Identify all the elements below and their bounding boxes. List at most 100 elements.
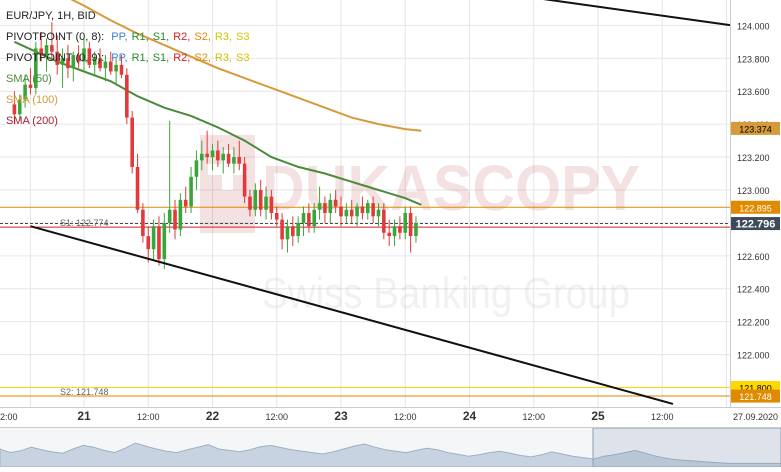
candle-body [382, 209, 386, 233]
candle [296, 216, 300, 243]
candle-body [307, 213, 311, 227]
candle-body [44, 45, 49, 56]
candle-body [323, 203, 327, 214]
candle-body [34, 48, 38, 88]
x-tick-label: 12:00 [522, 412, 545, 422]
candle [60, 48, 65, 88]
candle-body [39, 48, 43, 56]
legend-pivot-level: PP, [111, 52, 128, 64]
candle-body [23, 84, 27, 100]
price-badge-label: 122.895 [739, 203, 772, 213]
candle [173, 199, 177, 240]
candle [403, 206, 408, 240]
candle-body [371, 203, 375, 217]
candle [226, 143, 231, 167]
legend-pivot-1: PIVOTPOINT (0, 8): PP, R1, S1, R2, S2, R3, S3 [6, 27, 249, 48]
candle-body [232, 157, 236, 164]
y-tick-label: 123.600 [737, 87, 770, 97]
grid [0, 0, 730, 407]
y-tick-label: 122.400 [737, 285, 770, 295]
candle [199, 140, 204, 171]
price-badge-label: 121.748 [739, 392, 772, 402]
legend-pivot-level: R3, [214, 31, 232, 43]
y-tick-label: 122.200 [737, 318, 770, 328]
legend-pivot-level: S3 [236, 52, 250, 64]
y-tick-label: 122.600 [737, 252, 770, 262]
candle [34, 41, 38, 95]
candle-body [167, 209, 172, 223]
candle [205, 130, 209, 164]
candle-body [71, 55, 76, 69]
price-badge-label: 121.800 [739, 384, 772, 394]
legend-pivot-2-levels: PP, R1, S1, R2, S2, R3, S3 [107, 52, 249, 64]
candle [44, 38, 49, 72]
legend-pivot-1-label: PIVOTPOINT (0, 8): [6, 31, 105, 43]
legend-sma-100: SMA (100) [6, 94, 58, 106]
legend-sma-200: SMA (200) [6, 115, 58, 127]
candle [274, 206, 279, 227]
candle-body [403, 213, 408, 233]
candle-body [141, 209, 145, 237]
candle-body [376, 209, 381, 217]
level-lines [0, 206, 730, 397]
candle [189, 166, 193, 214]
x-tick-label: 12:00 [265, 412, 288, 422]
candle [344, 203, 349, 223]
candle [232, 147, 236, 174]
legend-pivot-level: R2, [173, 52, 191, 64]
candle [382, 203, 386, 240]
candle [119, 55, 124, 79]
candle-body [248, 196, 252, 210]
candle-body [301, 213, 306, 223]
candle-body [274, 213, 279, 220]
price-badge: 121.748 [731, 389, 780, 403]
candle-body [98, 58, 102, 69]
candle-body [17, 99, 22, 115]
candle [87, 41, 92, 69]
candle-body [242, 163, 247, 197]
legend-pivot-level: S3 [236, 31, 250, 43]
level-label-s1: S1: 122.774 [60, 218, 109, 228]
candle [339, 196, 343, 227]
y-tick-label: 123.800 [737, 54, 770, 64]
candle-body [76, 55, 81, 62]
chart-legend: EUR/JPY, 1H, BID PIVOTPOINT (0, 8): PP, R… [6, 6, 249, 132]
candle [162, 213, 167, 269]
candle-body [312, 209, 317, 227]
candle-body [178, 199, 183, 230]
legend-pivot-2-label: PIVOTPOINT (0, 9): [6, 52, 105, 64]
y-tick-label: 122.000 [737, 351, 770, 361]
candle-body [189, 176, 193, 207]
sma-100-line [70, 0, 422, 132]
sma-50-line [13, 40, 422, 206]
candle-body [365, 203, 370, 214]
x-tick-label: 27.09.2020 [733, 412, 778, 422]
legend-pivot-level: R2, [173, 31, 191, 43]
time-axis-panel [0, 407, 781, 427]
candle-body [194, 160, 199, 177]
candle [349, 199, 354, 223]
candle-body [226, 153, 231, 164]
x-tick-label: 12:00 [394, 412, 417, 422]
price-badge-label: 122.796 [736, 219, 776, 231]
candle-body [205, 153, 209, 158]
candle [157, 216, 161, 266]
candle-body [264, 196, 268, 210]
legend-pivot-level: R3, [214, 52, 232, 64]
candle-body [253, 189, 258, 210]
candle [71, 51, 76, 82]
candle-body [103, 61, 108, 69]
candle [76, 45, 81, 69]
candle-body [87, 48, 92, 65]
candle [301, 206, 306, 237]
candle [360, 196, 365, 220]
price-badge: 122.895 [731, 200, 780, 214]
candle-body [119, 64, 124, 75]
candle [39, 31, 43, 62]
candle [392, 219, 397, 246]
candle [108, 51, 113, 75]
candle-body [82, 48, 86, 62]
candle-body [199, 153, 204, 161]
